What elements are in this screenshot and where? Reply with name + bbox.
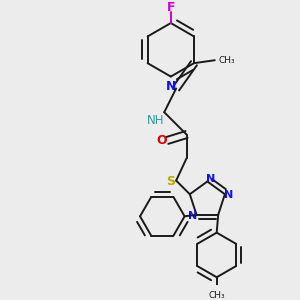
Text: S: S <box>166 175 175 188</box>
Text: CH₃: CH₃ <box>218 56 235 65</box>
Text: O: O <box>157 134 167 147</box>
Text: N: N <box>166 80 176 93</box>
Text: N: N <box>188 211 197 221</box>
Text: NH: NH <box>147 114 164 127</box>
Text: CH₃: CH₃ <box>208 292 225 300</box>
Text: F: F <box>167 1 175 14</box>
Text: N: N <box>206 174 215 184</box>
Text: N: N <box>224 190 233 200</box>
